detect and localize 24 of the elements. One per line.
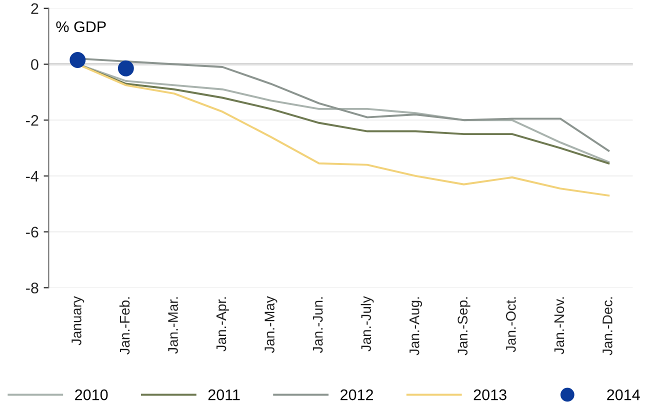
x-tick-label: Jan.-Jun. <box>313 297 323 353</box>
x-tick-label: January <box>72 296 84 346</box>
x-tick-label: Jan.-July <box>360 296 374 352</box>
x-tick-label: Jan.-Dec. <box>602 297 612 356</box>
legend-label: 2014 <box>607 389 640 400</box>
x-tick-label: Jan.-Apr. <box>216 297 229 352</box>
y-tick-label: -2 <box>26 114 38 126</box>
y-tick-label: -6 <box>26 226 38 238</box>
x-tick-label: Jan.-Oct. <box>506 297 516 352</box>
x-tick-label: Jan.-Aug. <box>410 297 422 356</box>
legend-label: 2010 <box>75 389 108 400</box>
legend-label: 2013 <box>474 389 506 400</box>
x-tick-label: Jan.-Mar. <box>168 297 178 354</box>
legend-label: 2011 <box>208 389 240 400</box>
y-tick-label: 2 <box>31 3 38 14</box>
y-axis-title: % GDP <box>56 21 106 32</box>
y-tick-label: -8 <box>26 282 38 294</box>
x-tick-label: Jan.-May <box>264 296 278 353</box>
y-tick-label: -4 <box>26 171 39 182</box>
legend-label: 2012 <box>340 389 374 400</box>
x-tick-label: Jan.-Nov. <box>554 297 564 354</box>
x-tick-label: Jan.-Feb. <box>119 297 130 355</box>
x-tick-label: Jan.-Sep. <box>458 297 470 356</box>
y-tick-label: 0 <box>31 59 38 70</box>
